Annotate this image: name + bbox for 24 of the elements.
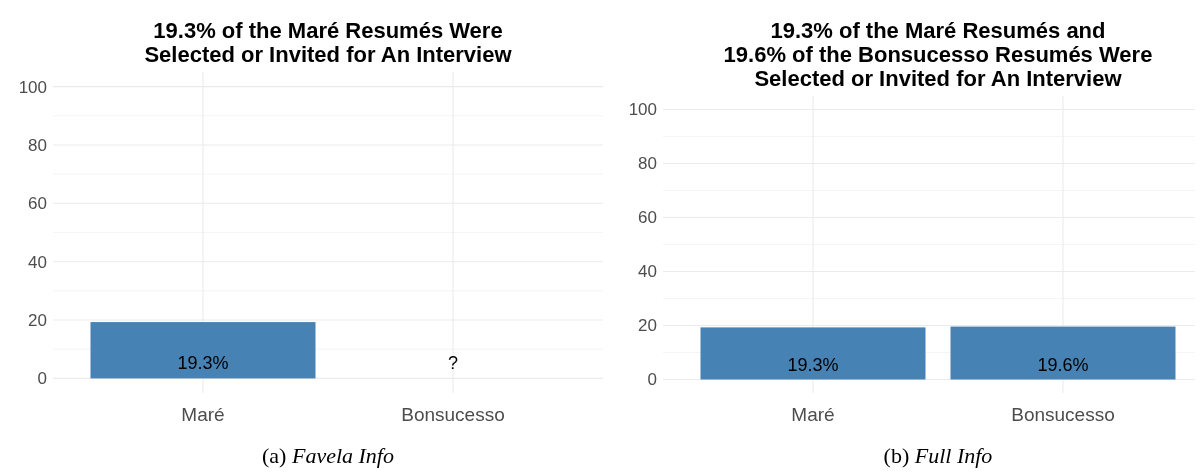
text: (b) Full Info bbox=[883, 443, 993, 468]
y-tick-label: 0 bbox=[37, 369, 47, 389]
text: (a) Favela Info bbox=[262, 443, 394, 468]
x-tick-label: Bonsucesso bbox=[1011, 404, 1115, 425]
chart-title: 19.3% of the Maré Resumés Were Selected or Invited for An Interview bbox=[144, 18, 513, 67]
y-tick-label: 80 bbox=[28, 135, 47, 155]
y-tick-label: 40 bbox=[28, 252, 47, 272]
x-tick-label: Maré bbox=[791, 404, 835, 425]
y-tick-label: 0 bbox=[647, 370, 657, 390]
text: ? bbox=[447, 353, 459, 374]
y-tick-label: 60 bbox=[28, 194, 47, 214]
chart-title: 19.3% of the Maré Resumés and 19.6% of the Bonsucesso Resumés Were Selected or Invited for An Interview bbox=[723, 18, 1153, 91]
y-tick-label: 20 bbox=[28, 311, 47, 330]
y-tick-label: 80 bbox=[638, 154, 657, 174]
data-label: 19.3% bbox=[177, 353, 229, 374]
data-label: 19.3% bbox=[787, 354, 839, 375]
y-tick-label: 100 bbox=[628, 100, 657, 120]
y-tick-label: 40 bbox=[638, 262, 657, 282]
y-tick-label: 20 bbox=[638, 316, 657, 336]
x-tick-label: Maré bbox=[181, 404, 225, 425]
data-label: 19.6% bbox=[1037, 354, 1089, 375]
y-tick-label: 100 bbox=[18, 77, 47, 97]
x-tick-label: Bonsucesso bbox=[401, 404, 505, 425]
y-tick-label: 60 bbox=[638, 208, 657, 228]
